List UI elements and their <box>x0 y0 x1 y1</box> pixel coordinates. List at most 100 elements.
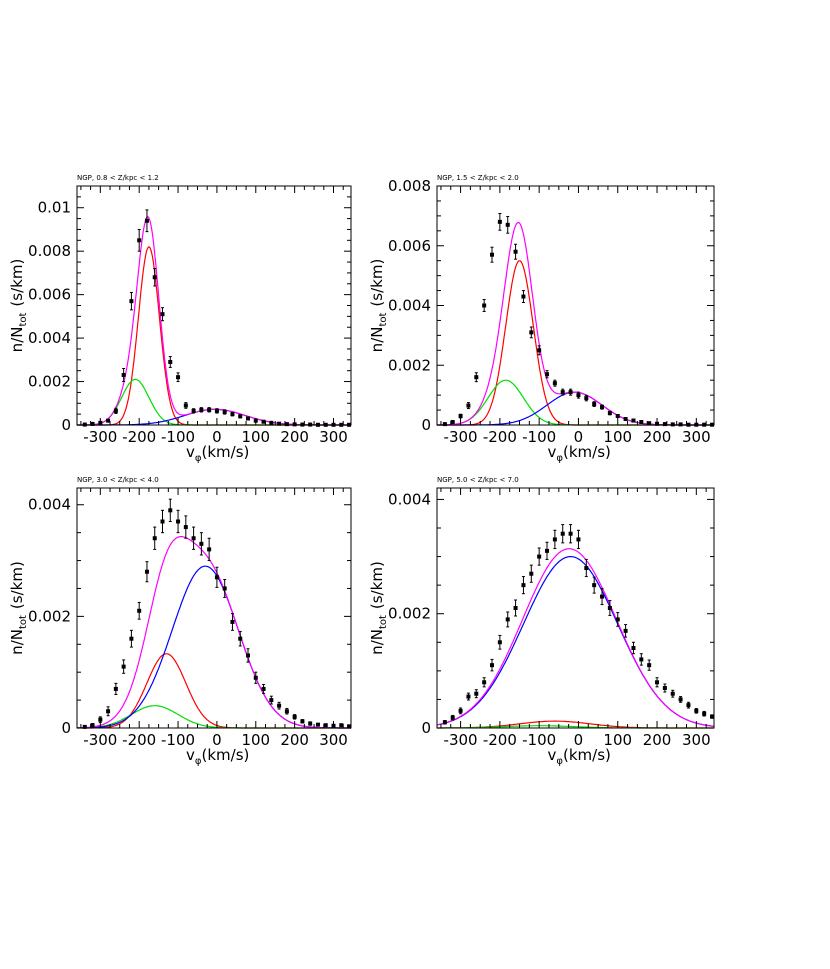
data-point <box>160 312 165 317</box>
plot-frame <box>436 185 715 426</box>
x-tick-label: 100 <box>603 428 632 446</box>
data-point <box>191 536 196 541</box>
data-point <box>269 420 274 425</box>
data-point <box>710 714 715 719</box>
x-axis-subscript: φ <box>556 756 563 767</box>
y-tick-label: 0 <box>421 416 431 434</box>
data-point <box>284 422 289 427</box>
x-axis-subscript: φ <box>195 453 202 464</box>
data-point <box>497 219 502 224</box>
data-point <box>207 407 212 412</box>
y-axis-title: n/Ntot (s/km) <box>368 561 389 655</box>
x-tick-label: -300 <box>444 428 478 446</box>
data-point <box>631 418 636 423</box>
data-point <box>537 554 542 559</box>
data-point <box>129 636 134 641</box>
data-point <box>253 675 258 680</box>
x-axis-symbol: v <box>186 746 195 764</box>
y-axis-unit: (s/km) <box>368 561 386 609</box>
data-point <box>315 722 320 727</box>
data-point <box>568 531 573 536</box>
y-tick-label: 0 <box>421 719 431 737</box>
data-point <box>552 537 557 542</box>
y-axis-subscript: tot <box>18 615 29 629</box>
x-tick-label: -300 <box>444 731 478 749</box>
data-point <box>537 348 542 353</box>
series-line-halo <box>77 565 351 729</box>
data-point <box>121 664 126 669</box>
series-line-thin-disk <box>437 260 714 426</box>
x-tick-label: -100 <box>522 428 556 446</box>
data-point <box>560 531 565 536</box>
panel-1: NGP, 0.8 < Z/kpc < 1.2 -300 -200 -100 0 100 20… <box>8 174 352 464</box>
data-point <box>466 694 471 699</box>
data-point <box>199 541 204 546</box>
x-axis-title: vφ(km/s) <box>548 746 611 767</box>
data-point <box>466 403 471 408</box>
data-point <box>442 720 447 725</box>
y-axis-symbol: n/N <box>8 629 26 655</box>
data-point <box>246 653 251 658</box>
panel-title: NGP, 1.5 < Z/kpc < 2.0 <box>437 174 519 182</box>
data-point <box>458 414 463 419</box>
data-point <box>678 422 683 427</box>
data-point <box>655 680 660 685</box>
data-point <box>168 359 173 364</box>
x-tick-label: -100 <box>522 731 556 749</box>
data-point <box>323 723 328 728</box>
data-point <box>521 583 526 588</box>
y-tick-label: 0.002 <box>28 607 71 625</box>
y-tick-label: 0.008 <box>28 242 71 260</box>
plot-frame <box>436 487 715 729</box>
y-tick-label: 0.004 <box>388 297 431 315</box>
data-point <box>670 422 675 427</box>
data-point <box>702 711 707 716</box>
data-point <box>277 421 282 426</box>
data-point <box>82 724 87 729</box>
x-tick-label: 0 <box>212 428 222 446</box>
data-point <box>121 373 126 378</box>
data-point <box>631 646 636 650</box>
data-point <box>214 575 219 580</box>
data-point <box>592 402 597 407</box>
panel-2: NGP, 1.5 < Z/kpc < 2.0 -300 -200 -100 0 100 20… <box>368 174 715 464</box>
x-tick-label: 300 <box>682 428 711 446</box>
x-axis-unit: (km/s) <box>563 443 611 461</box>
data-point <box>183 525 188 530</box>
x-tick-label: 200 <box>643 428 672 446</box>
y-axis-title: n/Ntot (s/km) <box>8 561 29 655</box>
y-axis-unit: (s/km) <box>8 561 26 609</box>
data-point <box>308 721 313 726</box>
data-point <box>214 408 219 413</box>
y-tick-label: 0.01 <box>38 199 71 217</box>
data-point <box>450 715 455 720</box>
data-point <box>639 657 644 662</box>
data-point <box>176 375 181 380</box>
x-tick-label: 300 <box>682 731 711 749</box>
data-point <box>607 411 612 416</box>
data-point <box>129 299 134 304</box>
panel-title: NGP, 5.0 < Z/kpc < 7.0 <box>437 476 519 484</box>
data-point <box>152 275 157 280</box>
data-point <box>292 714 297 719</box>
data-point <box>686 703 691 708</box>
y-axis-unit: (s/km) <box>8 259 26 307</box>
data-point <box>168 508 173 513</box>
data-point <box>450 420 455 425</box>
data-point <box>339 723 344 728</box>
x-tick-label: -200 <box>122 731 156 749</box>
data-point <box>238 636 243 641</box>
plot-frame <box>76 185 352 426</box>
data-point <box>623 628 628 633</box>
series-line-thin-disk <box>77 245 351 426</box>
y-tick-label: 0.008 <box>388 177 431 195</box>
data-point <box>106 418 111 423</box>
data-point <box>600 405 605 410</box>
y-axis-unit: (s/km) <box>368 259 386 307</box>
x-tick-label: 0 <box>574 428 584 446</box>
x-tick-label: 200 <box>280 731 309 749</box>
data-point <box>482 303 487 308</box>
y-tick-label: 0.004 <box>28 496 71 514</box>
data-point <box>98 717 103 722</box>
x-axis-unit: (km/s) <box>563 746 611 764</box>
